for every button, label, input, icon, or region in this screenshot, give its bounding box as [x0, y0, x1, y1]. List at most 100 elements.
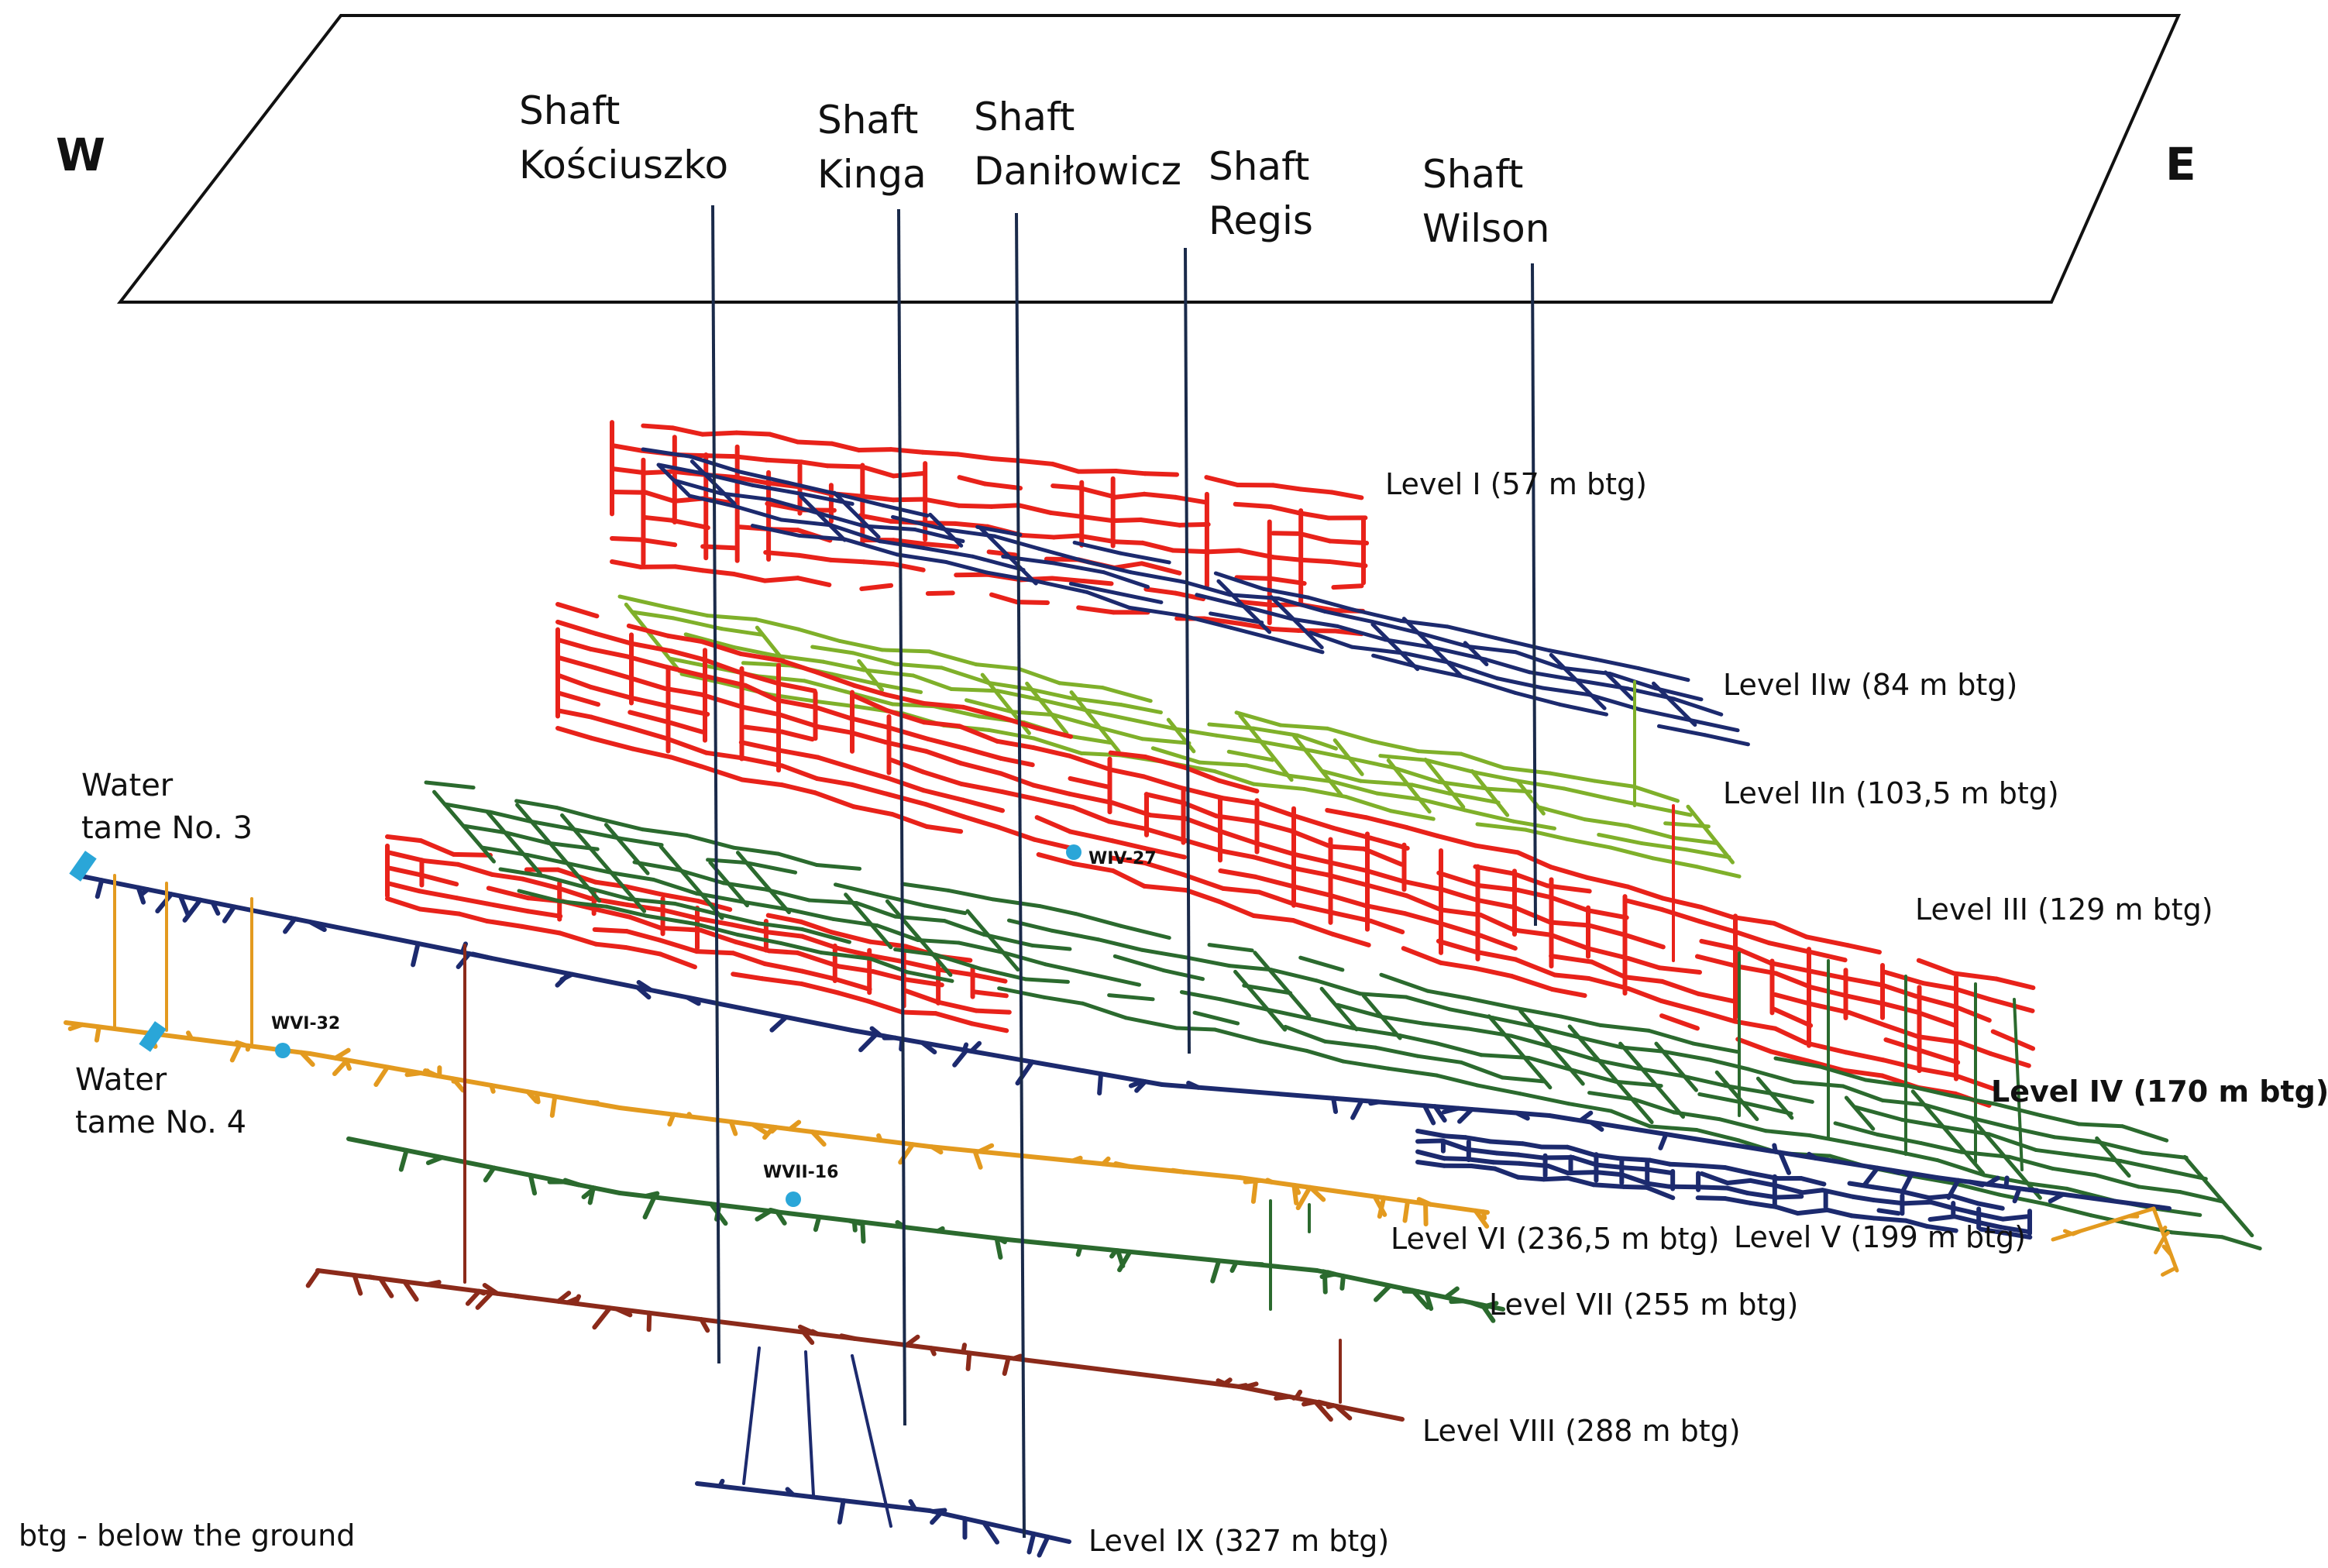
level-3-tunnel	[662, 686, 704, 697]
level-4-tunnel	[1305, 1016, 1355, 1030]
level-1-tunnel	[956, 503, 994, 509]
level-2w-tunnel	[1037, 546, 1091, 565]
level-4-tunnel	[1264, 1007, 1309, 1020]
level-4-tunnel	[1479, 1053, 1532, 1061]
level-2w-tunnel	[1350, 645, 1408, 655]
level-3-tunnel	[778, 658, 820, 676]
level-1-tunnel	[858, 513, 894, 524]
level-1-tunnel	[731, 572, 768, 583]
level-4-tunnel	[1890, 1148, 1940, 1163]
svg-text:Wilson: Wilson	[1422, 206, 1549, 251]
level-3-tunnel	[1773, 971, 1814, 990]
level-3-tunnel	[1766, 940, 1810, 954]
level-1-tunnel	[1204, 475, 1240, 487]
level-3-tunnel	[1841, 975, 1885, 988]
level-4-tunnel	[1314, 978, 1363, 996]
level-4-tunnel	[1935, 1158, 1987, 1178]
level-5-stub	[1368, 1099, 1381, 1106]
level-4-tunnel	[900, 882, 951, 892]
level-3-tunnel	[1110, 838, 1147, 851]
level-3-tunnel	[1324, 872, 1370, 888]
level-3-tunnel	[1883, 1023, 1921, 1040]
level-7-stub	[1339, 1274, 1346, 1291]
level-4-tunnel	[542, 874, 592, 891]
level-1-tunnel	[829, 441, 861, 453]
level-3b-tunnel	[836, 990, 871, 1004]
level-4-crosscut	[965, 909, 1020, 972]
level-7-stub	[483, 1165, 497, 1183]
level-2n-tunnel	[1244, 763, 1292, 778]
level-2n-tunnel	[1100, 686, 1153, 703]
level-2w-tunnel	[1594, 657, 1641, 671]
level-3-tunnel	[924, 824, 964, 834]
level-4-crosscut	[1910, 1089, 1985, 1175]
level-4-tunnel	[1919, 1141, 1964, 1154]
level-3b-tunnel	[385, 865, 423, 878]
level-6-drift	[64, 1020, 312, 1056]
svg-text:Regis: Regis	[1209, 198, 1313, 243]
point-wvi-32: WVI-32	[271, 1014, 340, 1058]
level-1-tunnel	[1113, 469, 1148, 476]
level-4-tunnel	[1227, 964, 1274, 972]
level-4-tunnel	[1997, 1192, 2048, 1206]
level-3b-tunnel	[835, 946, 873, 958]
level-connector	[804, 1350, 815, 1497]
level-2w-tunnel	[1195, 593, 1249, 610]
level-1-tunnel	[1234, 575, 1274, 581]
level-5-stub	[920, 1040, 937, 1055]
level-2w-tunnel	[1072, 540, 1123, 555]
level-1-tunnel	[1076, 533, 1117, 545]
level-3-tunnel	[1586, 975, 1631, 992]
level-4-tunnel	[1531, 1024, 1583, 1040]
level-4-tunnel	[744, 900, 793, 913]
level-2n-tunnel	[810, 645, 855, 655]
svg-text:Water: Water	[75, 1062, 167, 1098]
level-2n-crosscut	[1069, 690, 1121, 754]
level-3-tunnel	[921, 720, 962, 729]
level-8-stub	[1216, 1378, 1232, 1388]
level-3-tunnel	[957, 724, 1000, 744]
level-2n-tunnel	[985, 680, 1033, 692]
level-5-stub	[1128, 1078, 1146, 1088]
level-3b-tunnel	[658, 951, 697, 970]
level-3-tunnel	[700, 657, 741, 675]
level-3b-tunnel	[974, 1008, 1012, 1015]
level-3-tunnel	[1067, 753, 1113, 772]
level-2n-crosscut	[624, 602, 682, 673]
level-4-crosscut	[603, 823, 650, 875]
level-5b-tunnel	[1694, 1185, 1730, 1191]
level-5b-tunnel	[1848, 1213, 1876, 1221]
level-9-drift	[695, 1481, 932, 1513]
level-8-stub	[929, 1346, 937, 1357]
level-5-stub	[1658, 1132, 1669, 1150]
level-2n-tunnel	[1251, 726, 1300, 738]
level-1-tunnel	[1271, 627, 1301, 633]
level-2w-tunnel	[812, 510, 866, 528]
level-3-tunnel	[555, 619, 599, 636]
level-5-drift	[1160, 1082, 1552, 1118]
level-1-tunnel	[856, 447, 893, 453]
level-3-tunnel	[1405, 825, 1440, 838]
level-3-tunnel	[1735, 946, 1773, 966]
level-2w-tunnel	[1068, 581, 1121, 596]
level-2w-tunnel	[1636, 666, 1690, 683]
level-3b-tunnel	[659, 892, 701, 904]
level-3-tunnel	[1399, 879, 1446, 892]
level-2n-tunnel	[927, 649, 978, 667]
level-3-tunnel	[1731, 929, 1772, 946]
level-2n-tunnel	[1424, 758, 1478, 775]
level-3-tunnel	[923, 748, 964, 766]
level-3-tunnel	[627, 695, 668, 708]
level-3-tunnel	[779, 782, 818, 796]
level-connector	[742, 1346, 761, 1485]
level-3b-tunnel	[729, 922, 771, 935]
level-4-tunnel	[604, 904, 648, 918]
level-4-tunnel	[1050, 928, 1101, 942]
level-3-tunnel	[1879, 982, 1918, 999]
level-2w-tunnel	[895, 552, 948, 565]
level-4-tunnel	[1717, 1117, 1769, 1133]
level-2n-tunnel	[664, 605, 710, 618]
level-5-stub	[411, 940, 421, 968]
level-5-stub	[636, 980, 654, 993]
level-1-tunnel	[1327, 538, 1370, 545]
